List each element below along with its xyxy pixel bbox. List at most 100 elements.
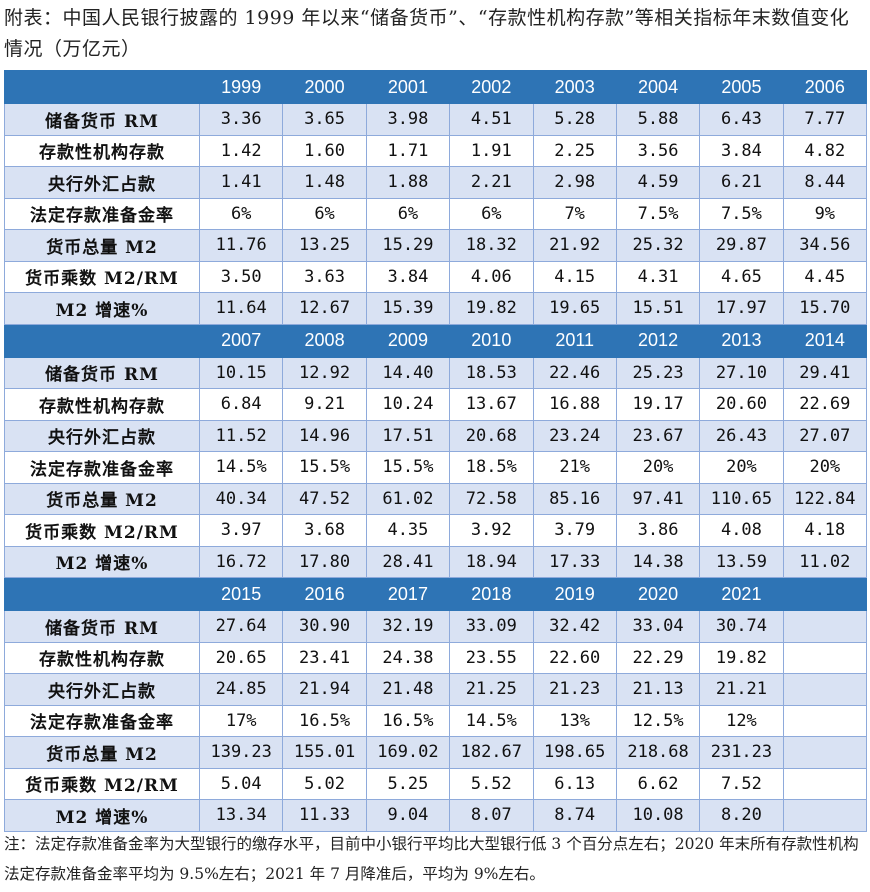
table-row: 货币乘数 M2/RM 3.50 3.63 3.84 4.06 4.15 4.31 4.65 4.… [4, 260, 868, 293]
row-label: 法定存款准备金率 [4, 451, 200, 484]
row-label: M2 增速% [4, 545, 200, 578]
value-cell: 4.31 [615, 260, 701, 293]
value-cell: 2.21 [449, 166, 534, 199]
value-cell: 19.17 [615, 388, 701, 421]
value-cell [782, 673, 868, 706]
value-cell: 3.56 [615, 134, 701, 167]
value-cell: 8.44 [782, 166, 868, 199]
value-cell: 21.13 [615, 673, 701, 706]
value-cell: 16.72 [198, 545, 284, 578]
value-cell: 1.42 [198, 134, 284, 167]
value-cell: 5.52 [449, 767, 534, 800]
value-cell: 5.88 [615, 103, 701, 136]
value-cell: 16.5% [365, 704, 451, 737]
value-cell [782, 641, 868, 674]
year-header-row: 2007 2008 2009 2010 2011 2012 2013 2014 [4, 323, 868, 358]
value-cell: 21.21 [699, 673, 784, 706]
table-row: 央行外汇占款 11.52 14.96 17.51 20.68 23.24 23.67 26.4… [4, 419, 868, 452]
row-label: 货币乘数 M2/RM [4, 260, 200, 293]
value-cell: 14.40 [365, 356, 451, 389]
value-cell: 15.70 [782, 292, 868, 325]
value-cell: 231.23 [699, 736, 784, 769]
value-cell: 3.79 [532, 514, 617, 547]
value-cell: 1.88 [365, 166, 451, 199]
value-cell: 21% [532, 451, 617, 484]
value-cell: 30.74 [699, 610, 784, 643]
year-header-cell: 2007 [198, 323, 284, 358]
year-header-cell: 2003 [532, 70, 617, 104]
value-cell: 3.68 [282, 514, 367, 547]
value-cell: 122.84 [782, 482, 868, 515]
value-cell: 34.56 [782, 229, 868, 262]
value-cell: 218.68 [615, 736, 701, 769]
value-cell: 1.41 [198, 166, 284, 199]
row-label: 货币总量 M2 [4, 736, 200, 769]
table-row: 存款性机构存款 20.65 23.41 24.38 23.55 22.60 22.29 19.… [4, 641, 868, 674]
row-label: 法定存款准备金率 [4, 197, 200, 230]
row-label: 存款性机构存款 [4, 641, 200, 674]
table-body: 1999 2000 2001 2002 2003 2004 2005 2006 储备货币 RM 3… [4, 70, 868, 832]
value-cell: 27.07 [782, 419, 868, 452]
year-header-cell: 2006 [782, 70, 868, 104]
value-cell: 13.34 [198, 799, 284, 832]
value-cell: 27.10 [699, 356, 784, 389]
value-cell: 2.98 [532, 166, 617, 199]
value-cell: 5.28 [532, 103, 617, 136]
value-cell: 182.67 [449, 736, 534, 769]
row-label: M2 增速% [4, 799, 200, 832]
row-label: 货币乘数 M2/RM [4, 767, 200, 800]
value-cell: 11.02 [782, 545, 868, 578]
value-cell: 1.71 [365, 134, 451, 167]
value-cell: 6.84 [198, 388, 284, 421]
value-cell: 14.5% [198, 451, 284, 484]
row-label: 货币总量 M2 [4, 229, 200, 262]
year-header-cell: 1999 [198, 70, 284, 104]
value-cell: 97.41 [615, 482, 701, 515]
table-row: M2 增速% 13.34 11.33 9.04 8.07 8.74 10.08 8.20 [4, 799, 868, 832]
value-cell: 4.18 [782, 514, 868, 547]
value-cell: 22.46 [532, 356, 617, 389]
year-header-row: 2015 2016 2017 2018 2019 2020 2021 [4, 577, 868, 611]
header-corner-cell [4, 323, 200, 358]
value-cell: 3.86 [615, 514, 701, 547]
value-cell: 21.25 [449, 673, 534, 706]
value-cell: 3.92 [449, 514, 534, 547]
value-cell: 18.32 [449, 229, 534, 262]
value-cell: 21.23 [532, 673, 617, 706]
value-cell: 4.65 [699, 260, 784, 293]
value-cell: 4.08 [699, 514, 784, 547]
value-cell: 11.76 [198, 229, 284, 262]
monetary-indicators-table: 1999 2000 2001 2002 2003 2004 2005 2006 储备货币 RM 3… [4, 70, 868, 832]
year-header-cell: 2004 [615, 70, 701, 104]
value-cell: 1.91 [449, 134, 534, 167]
value-cell: 4.35 [365, 514, 451, 547]
value-cell: 4.82 [782, 134, 868, 167]
value-cell: 13.25 [282, 229, 367, 262]
year-header-cell: 2021 [699, 577, 784, 611]
table-row: 央行外汇占款 24.85 21.94 21.48 21.25 21.23 21.13 21.2… [4, 673, 868, 706]
row-label: 法定存款准备金率 [4, 704, 200, 737]
value-cell: 13.67 [449, 388, 534, 421]
header-corner-cell [4, 70, 200, 104]
table-row: 央行外汇占款 1.41 1.48 1.88 2.21 2.98 4.59 6.21 8.44 [4, 166, 868, 199]
value-cell: 8.07 [449, 799, 534, 832]
value-cell: 17.97 [699, 292, 784, 325]
value-cell: 17.80 [282, 545, 367, 578]
year-header-cell: 2018 [449, 577, 534, 611]
value-cell: 6.21 [699, 166, 784, 199]
value-cell: 10.08 [615, 799, 701, 832]
value-cell: 6% [365, 197, 451, 230]
year-header-cell: 2014 [782, 323, 868, 358]
value-cell: 25.23 [615, 356, 701, 389]
value-cell: 14.96 [282, 419, 367, 452]
value-cell: 19.65 [532, 292, 617, 325]
value-cell: 3.84 [365, 260, 451, 293]
table-caption: 附表：中国人民银行披露的 1999 年以来“储备货币”、“存款性机构存款”等相关… [4, 7, 850, 60]
value-cell: 25.32 [615, 229, 701, 262]
year-header-cell: 2001 [365, 70, 451, 104]
footnote: 注：法定存款准备金率为大型银行的缴存水平，目前中小银行平均比大型银行低 3 个百… [4, 835, 859, 883]
year-header-cell: 2012 [615, 323, 701, 358]
value-cell: 198.65 [532, 736, 617, 769]
value-cell: 6.43 [699, 103, 784, 136]
value-cell: 3.50 [198, 260, 284, 293]
